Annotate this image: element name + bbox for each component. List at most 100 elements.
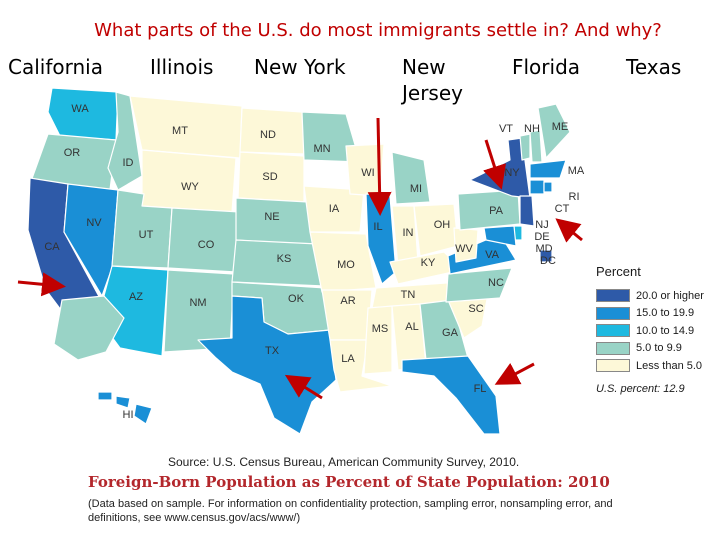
map-label-ny: NY: [504, 167, 520, 179]
map-label-sc: SC: [468, 303, 483, 315]
map-label-tx: TX: [265, 345, 280, 357]
legend-swatch-2: [596, 324, 630, 338]
arrow-new-jersey: [555, 218, 583, 243]
map-label-ne: NE: [264, 211, 279, 223]
map-label-va: VA: [485, 249, 500, 261]
map-label-ok: OK: [288, 293, 305, 305]
map-label-wy: WY: [181, 181, 199, 193]
legend-swatch-4: [596, 359, 630, 373]
map-label-fl: FL: [474, 383, 487, 395]
map-label-la: LA: [341, 353, 355, 365]
source-note: Source: U.S. Census Bureau, American Com…: [168, 455, 520, 469]
map-label-nc: NC: [488, 277, 504, 289]
legend-label-2: 10.0 to 14.9: [636, 324, 695, 337]
label-texas: Texas: [626, 55, 682, 79]
state-nc: [445, 267, 513, 303]
map-label-mn: MN: [313, 143, 330, 155]
map-label-id: ID: [123, 157, 134, 169]
state-va: [447, 233, 517, 275]
map-label-nv: NV: [86, 217, 102, 229]
map-label-ar: AR: [340, 295, 355, 307]
map-label-il: IL: [373, 221, 382, 233]
state-hi: [97, 391, 153, 425]
state-ms: [363, 305, 393, 375]
legend-swatch-1: [596, 306, 630, 320]
map-label-az: AZ: [129, 291, 143, 303]
state-vt: [519, 133, 531, 161]
legend-label-0: 20.0 or higher: [636, 289, 704, 302]
map-label-ga: GA: [442, 327, 459, 339]
map-label-oh: OH: [434, 219, 451, 231]
arrow-illinois: [367, 117, 392, 216]
data-note: (Data based on sample. For information o…: [88, 498, 613, 524]
legend-item-0: 20.0 or higher: [596, 287, 716, 305]
map-label-pa: PA: [489, 205, 504, 217]
us-percent: U.S. percent: 12.9: [596, 382, 685, 395]
state-fl: [401, 355, 501, 435]
state-ia: [303, 185, 365, 233]
map-label-nh: NH: [524, 123, 540, 135]
map-label-ms: MS: [372, 323, 389, 335]
map-label-nd: ND: [260, 129, 276, 141]
label-illinois: Illinois: [150, 55, 214, 79]
map-label-ri: RI: [569, 191, 580, 203]
map-label-mi: MI: [410, 183, 422, 195]
map-label-mt: MT: [172, 125, 188, 137]
state-ak: [53, 295, 125, 361]
question-heading: What parts of the U.S. do most immigrant…: [94, 20, 662, 41]
state-ct: [529, 179, 545, 195]
map-label-ca: CA: [44, 241, 60, 253]
map-label-tn: TN: [401, 289, 416, 301]
state-ri: [543, 181, 553, 193]
state-nh: [529, 129, 543, 163]
state-mi: [391, 151, 431, 205]
map-label-nj: NJ: [535, 219, 548, 231]
label-california: California: [8, 55, 103, 79]
map-label-wv: WV: [455, 243, 473, 255]
map-label-or: OR: [64, 147, 81, 159]
legend-swatch-3: [596, 341, 630, 355]
us-foreign-born-map: WA OR CA NV ID MT WY UT AZ NM CO ND SD N…: [17, 87, 585, 435]
legend-item-1: 15.0 to 19.9: [596, 305, 716, 323]
map-label-co: CO: [198, 239, 215, 251]
map-title: Foreign-Born Population as Percent of St…: [88, 473, 610, 491]
map-label-mo: MO: [337, 259, 355, 271]
map-label-ct: CT: [555, 203, 570, 215]
legend-label-4: Less than 5.0: [636, 359, 703, 372]
map-label-ut: UT: [139, 229, 154, 241]
state-ma: [529, 159, 567, 179]
map-label-sd: SD: [262, 171, 277, 183]
arrow-texas: [284, 374, 323, 400]
legend-label-3: 5.0 to 9.9: [636, 342, 682, 355]
map-label-ma: MA: [568, 165, 585, 177]
map-label-in: IN: [403, 227, 414, 239]
highlighted-states-row: California Illinois New York New Jersey …: [0, 54, 720, 114]
label-new-jersey: New Jersey: [402, 55, 463, 105]
map-label-vt: VT: [499, 123, 513, 135]
map-label-ky: KY: [421, 257, 436, 269]
state-nv: [63, 183, 119, 297]
map-label-nm: NM: [189, 297, 206, 309]
label-florida: Florida: [512, 55, 581, 79]
map-legend: Percent 20.0 or higher 15.0 to 19.9 10.0…: [596, 264, 716, 395]
state-nj: [519, 195, 535, 227]
map-label-ia: IA: [329, 203, 340, 215]
arrow-florida: [494, 362, 535, 385]
map-label-de: DE: [534, 231, 549, 243]
map-label-ks: KS: [277, 253, 292, 265]
map-label-dc: DC: [540, 255, 556, 267]
map-label-wi: WI: [361, 167, 374, 179]
state-md: [483, 225, 517, 247]
legend-item-3: 5.0 to 9.9: [596, 340, 716, 358]
label-new-york: New York: [254, 55, 346, 79]
state-me: [537, 103, 571, 159]
arrow-california: [17, 272, 66, 297]
legend-title: Percent: [596, 264, 641, 279]
legend-item-4: Less than 5.0: [596, 357, 716, 375]
arrow-new-york: [483, 139, 506, 190]
legend-swatch-0: [596, 289, 630, 303]
legend-label-1: 15.0 to 19.9: [636, 307, 695, 320]
map-label-me: ME: [552, 121, 569, 133]
map-label-hi: HI: [123, 409, 134, 421]
state-dc: [539, 249, 553, 263]
